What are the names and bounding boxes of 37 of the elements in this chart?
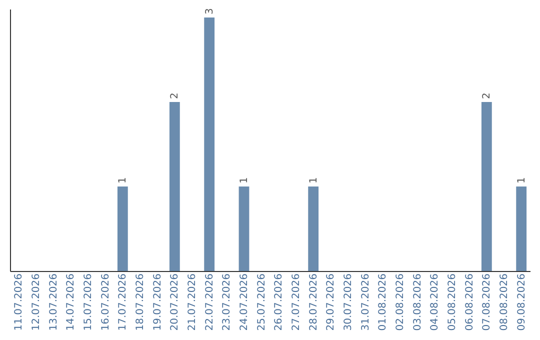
x-tick-label: 08.08.2026 xyxy=(499,274,510,331)
x-tick-label: 11.07.2026 xyxy=(14,274,25,331)
x-tick-label: 31.07.2026 xyxy=(360,274,372,331)
x-tick-label: 19.07.2026 xyxy=(152,274,164,331)
data-label: 3 xyxy=(204,8,216,14)
x-tick-label: 25.07.2026 xyxy=(256,274,268,331)
x-tick-label: 29.07.2026 xyxy=(326,274,337,331)
x-tick-label: 06.08.2026 xyxy=(464,274,476,331)
x-tick-label: 23.07.2026 xyxy=(222,274,233,331)
data-label: 1 xyxy=(516,177,528,184)
x-tick-label: 14.07.2026 xyxy=(66,274,77,331)
x-tick-label: 21.07.2026 xyxy=(187,274,198,331)
x-tick-label: 12.07.2026 xyxy=(31,274,42,331)
data-label: 2 xyxy=(170,92,181,99)
data-label: 1 xyxy=(239,177,250,184)
x-tick-label: 17.07.2026 xyxy=(118,274,129,331)
x-tick-label: 03.08.2026 xyxy=(412,274,424,331)
data-label: 1 xyxy=(308,177,320,184)
data-label: 1 xyxy=(118,177,129,184)
x-tick-label: 26.07.2026 xyxy=(274,274,285,331)
x-tick-label: 05.08.2026 xyxy=(447,274,458,331)
x-tick-label: 13.07.2026 xyxy=(48,274,60,331)
x-tick-label: 20.07.2026 xyxy=(170,274,181,331)
x-tick-label: 22.07.2026 xyxy=(204,274,216,331)
data-label: 2 xyxy=(482,92,493,99)
x-tick-label: 30.07.2026 xyxy=(343,274,354,331)
x-tick-label: 04.08.2026 xyxy=(430,274,441,331)
x-tick-label: 07.08.2026 xyxy=(482,274,493,331)
x-tick-label: 01.08.2026 xyxy=(378,274,389,331)
x-tick-label: 16.07.2026 xyxy=(100,274,112,331)
x-tick-label: 15.07.2026 xyxy=(83,274,94,331)
x-tick-label: 02.08.2026 xyxy=(395,274,406,331)
x-tick-label: 28.07.2026 xyxy=(308,274,320,331)
x-tick-label: 24.07.2026 xyxy=(239,274,250,331)
x-tick-label: 18.07.2026 xyxy=(135,274,146,331)
x-tick-label: 27.07.2026 xyxy=(291,274,302,331)
x-tick-label: 09.08.2026 xyxy=(516,274,528,331)
